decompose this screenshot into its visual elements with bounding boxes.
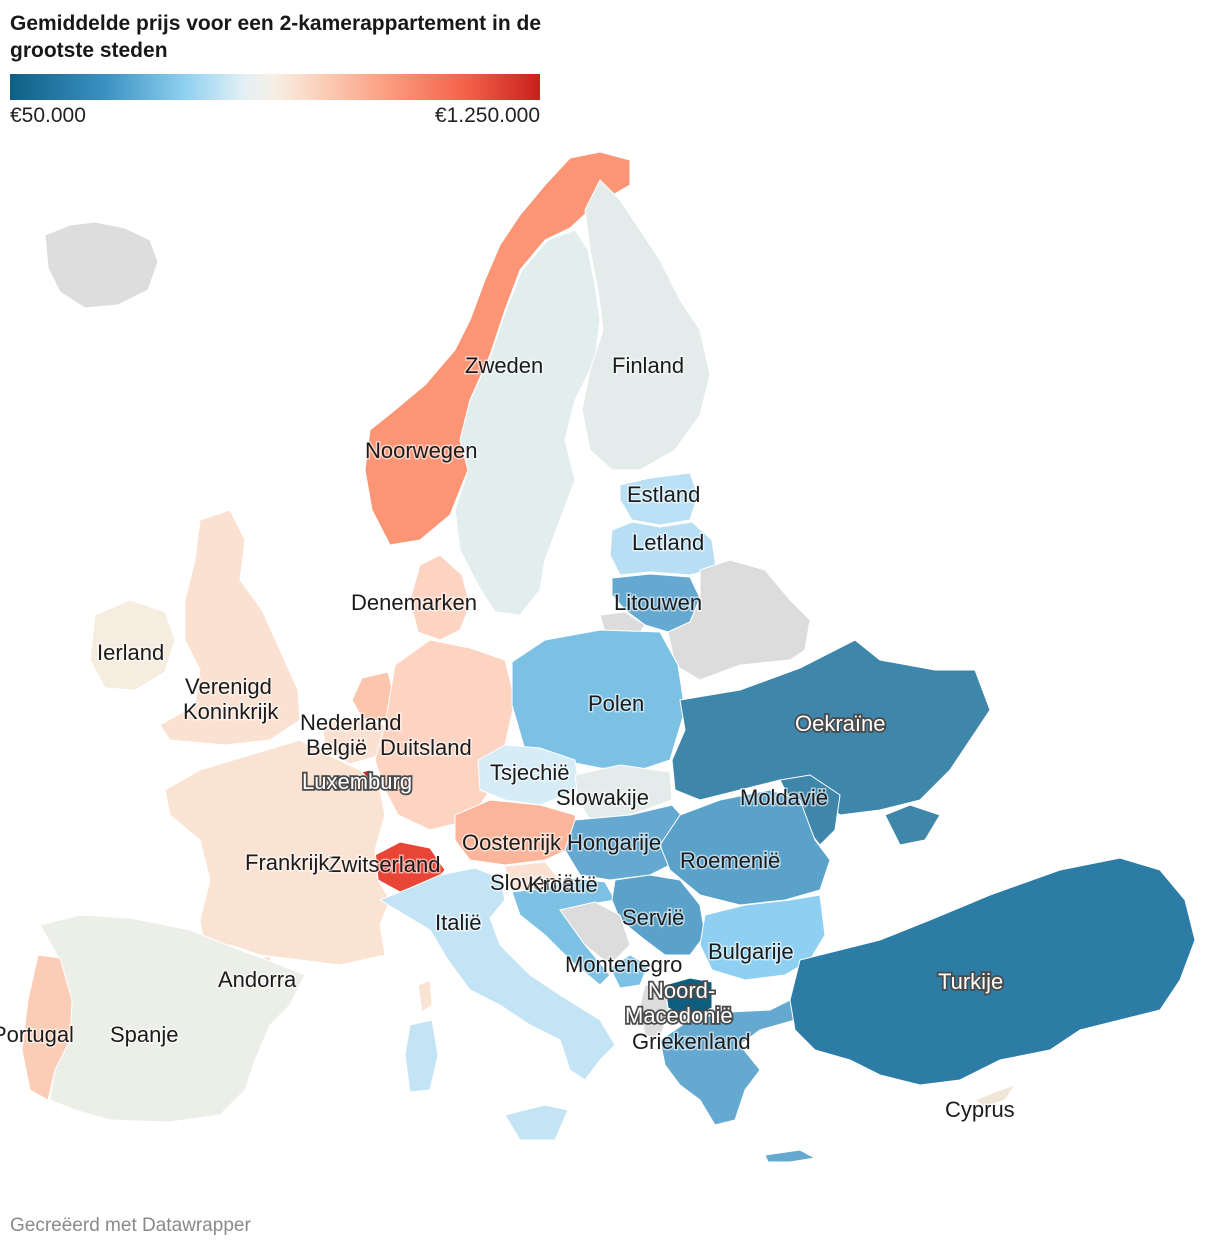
country-slovenia[interactable] xyxy=(504,861,561,893)
label-finland: Finland xyxy=(612,353,684,378)
label-ukraine: Oekraïne xyxy=(795,711,886,736)
country-bosnia[interactable] xyxy=(559,901,631,966)
label-austria: Oostenrijk xyxy=(462,830,562,855)
country-denmark[interactable] xyxy=(409,554,471,641)
country-crimea[interactable] xyxy=(884,804,941,846)
country-estonia[interactable] xyxy=(619,472,699,526)
label-portugal: Portugal xyxy=(0,1022,74,1047)
label-north-macedonia-line1: Noord- xyxy=(648,978,715,1003)
country-sweden[interactable] xyxy=(454,229,601,616)
label-sweden: Zweden xyxy=(465,353,543,378)
label-uk-line1: Verenigd xyxy=(185,674,272,699)
country-russia[interactable] xyxy=(599,611,646,633)
label-hungary: Hongarije xyxy=(567,830,661,855)
label-italy: Italië xyxy=(435,910,481,935)
country-crete[interactable] xyxy=(764,1149,817,1163)
label-norway: Noorwegen xyxy=(365,438,478,463)
country-iceland[interactable] xyxy=(44,221,159,309)
label-switzerland: Zwitserland xyxy=(328,852,440,877)
label-netherlands: Nederland xyxy=(300,710,402,735)
label-latvia: Letland xyxy=(632,530,704,555)
chart-title: Gemiddelde prijs voor een 2-kamerapparte… xyxy=(10,12,541,62)
label-ireland: Ierland xyxy=(97,640,164,665)
country-norway[interactable] xyxy=(364,151,631,546)
label-north-macedonia-line2: Macedonië xyxy=(625,1003,733,1028)
country-ireland[interactable] xyxy=(89,599,176,691)
label-cyprus: Cyprus xyxy=(945,1097,1015,1122)
country-sardinia[interactable] xyxy=(404,1019,439,1093)
label-denmark: Denemarken xyxy=(351,590,477,615)
country-slovakia[interactable] xyxy=(574,764,673,821)
country-italy[interactable] xyxy=(378,867,616,1081)
label-serbia: Servië xyxy=(622,905,684,930)
credit-footer: Gecreëerd met Datawrapper xyxy=(10,1215,251,1236)
country-uk[interactable] xyxy=(159,509,301,746)
label-romania: Roemenië xyxy=(680,848,780,873)
label-slovakia: Slowakije xyxy=(556,785,649,810)
country-corsica[interactable] xyxy=(417,979,433,1013)
label-czechia: Tsjechië xyxy=(490,760,569,785)
label-andorra: Andorra xyxy=(218,967,297,992)
label-spain: Spanje xyxy=(110,1022,179,1047)
country-montenegro[interactable] xyxy=(609,954,649,989)
label-uk-line2: Koninkrijk xyxy=(183,699,279,724)
country-greece[interactable] xyxy=(659,999,796,1126)
country-sicily[interactable] xyxy=(504,1104,569,1141)
label-moldova: Moldavië xyxy=(740,785,828,810)
label-poland: Polen xyxy=(588,691,644,716)
legend-max-label: €1.250.000 xyxy=(434,104,540,127)
label-turkey: Turkije xyxy=(938,969,1003,994)
label-luxembourg: Luxemburg xyxy=(302,769,412,794)
country-portugal[interactable] xyxy=(21,954,73,1101)
label-germany: Duitsland xyxy=(380,735,472,760)
country-belarus[interactable] xyxy=(667,559,811,681)
country-romania[interactable] xyxy=(659,789,831,906)
label-belgium: België xyxy=(306,735,367,760)
country-turkey[interactable] xyxy=(789,857,1196,1086)
country-austria[interactable] xyxy=(454,799,579,866)
label-estonia: Estland xyxy=(627,482,700,507)
label-bulgaria: Bulgarije xyxy=(708,939,794,964)
label-montenegro: Montenegro xyxy=(565,952,682,977)
country-cyprus[interactable] xyxy=(973,1084,1017,1108)
legend-min-label: €50.000 xyxy=(10,104,86,127)
country-finland[interactable] xyxy=(581,179,711,471)
label-slovenia: Slovenië xyxy=(490,870,574,895)
color-legend-bar xyxy=(10,74,540,100)
label-greece: Griekenland xyxy=(632,1029,751,1054)
country-ukraine[interactable] xyxy=(671,639,991,816)
label-lithuania: Litouwen xyxy=(614,590,702,615)
label-croatia: Kroatië xyxy=(528,872,598,897)
label-france: Frankrijk xyxy=(245,850,330,875)
country-france[interactable] xyxy=(164,739,391,966)
country-hungary[interactable] xyxy=(564,804,691,881)
